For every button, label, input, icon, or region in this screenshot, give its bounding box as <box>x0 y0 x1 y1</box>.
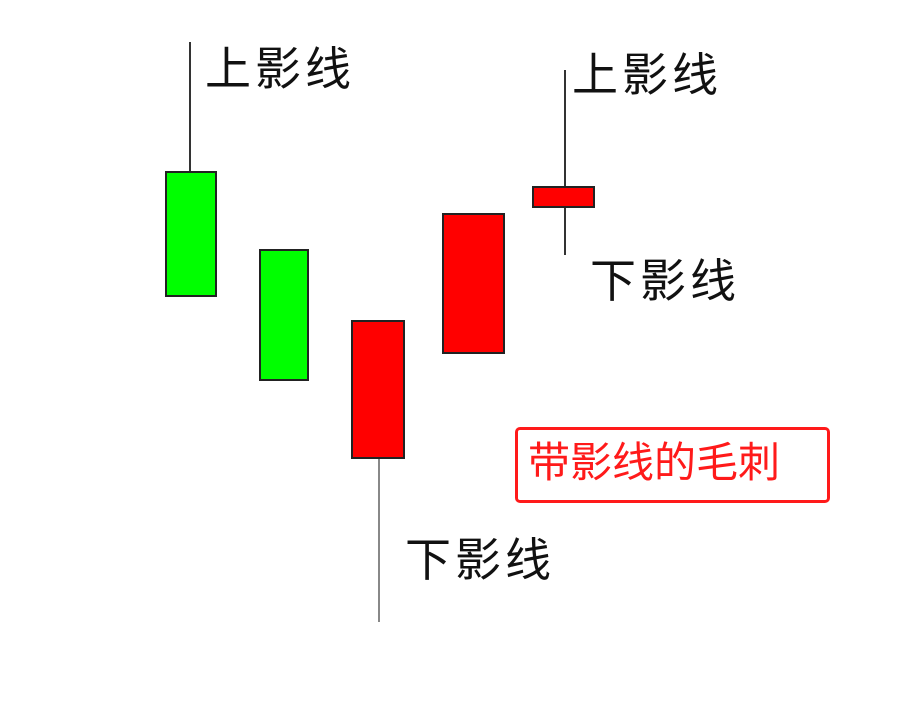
candle-4 <box>442 213 505 354</box>
candle-5 <box>532 186 595 208</box>
upper-shadow-label-2: 上影线 <box>572 48 722 102</box>
lower-shadow-label-1: 下影线 <box>405 533 555 587</box>
candle-2 <box>259 249 309 381</box>
callout-box: 带影线的毛刺 <box>515 427 830 503</box>
upper-shadow-label-1: 上影线 <box>205 42 355 96</box>
candle-1 <box>165 171 217 297</box>
lower-shadow-label-2: 下影线 <box>590 254 740 308</box>
callout-text: 带影线的毛刺 <box>528 438 781 487</box>
candle-3 <box>351 320 405 459</box>
